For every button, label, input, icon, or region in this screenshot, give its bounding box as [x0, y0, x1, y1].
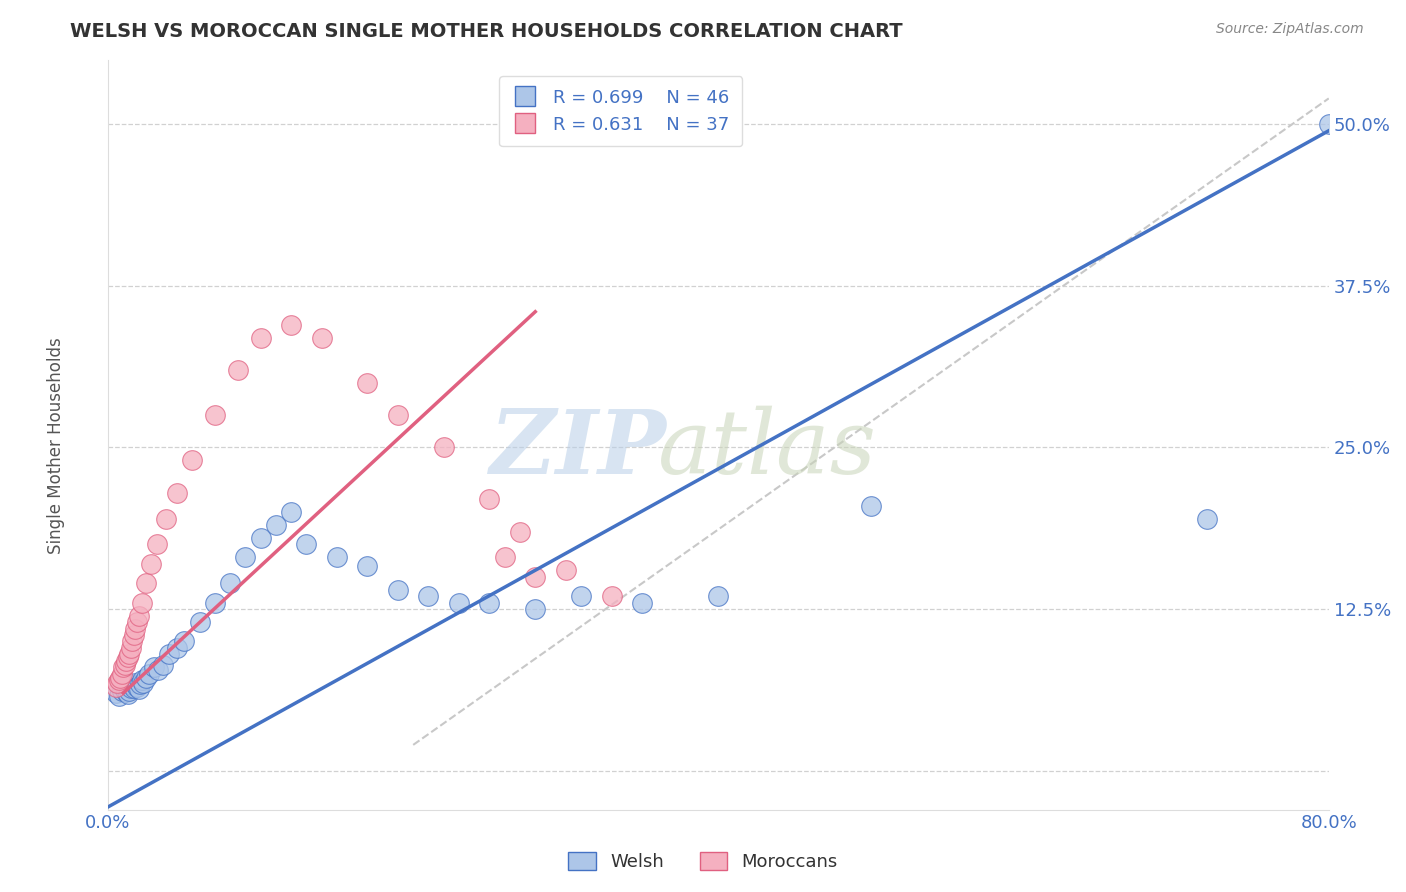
Point — [326, 550, 349, 565]
Point — [114, 682, 136, 697]
Point — [233, 550, 256, 565]
Point — [356, 376, 378, 390]
Point — [152, 657, 174, 672]
Point — [157, 648, 180, 662]
Point — [121, 678, 143, 692]
Point — [280, 505, 302, 519]
Point — [121, 634, 143, 648]
Point — [120, 640, 142, 655]
Point — [120, 681, 142, 695]
Point — [125, 615, 148, 629]
Point — [249, 330, 271, 344]
Point — [125, 680, 148, 694]
Point — [1195, 511, 1218, 525]
Point — [204, 596, 226, 610]
Point — [387, 408, 409, 422]
Point — [1317, 117, 1340, 131]
Point — [478, 492, 501, 507]
Point — [509, 524, 531, 539]
Point — [139, 557, 162, 571]
Point — [188, 615, 211, 629]
Point — [173, 634, 195, 648]
Point — [180, 453, 202, 467]
Point — [138, 666, 160, 681]
Point — [204, 408, 226, 422]
Point — [124, 622, 146, 636]
Point — [494, 550, 516, 565]
Point — [155, 511, 177, 525]
Point — [146, 537, 169, 551]
Point — [859, 499, 882, 513]
Point — [166, 640, 188, 655]
Point — [131, 596, 153, 610]
Point — [524, 602, 547, 616]
Point — [112, 660, 135, 674]
Point — [418, 589, 440, 603]
Point — [107, 689, 129, 703]
Point — [295, 537, 318, 551]
Point — [433, 441, 456, 455]
Point — [112, 680, 135, 694]
Point — [114, 657, 136, 672]
Point — [131, 673, 153, 688]
Point — [108, 671, 131, 685]
Point — [117, 688, 139, 702]
Point — [600, 589, 623, 603]
Point — [122, 681, 145, 695]
Point — [554, 563, 576, 577]
Point — [219, 576, 242, 591]
Text: ZIP: ZIP — [489, 407, 666, 492]
Point — [356, 559, 378, 574]
Point — [111, 683, 134, 698]
Point — [128, 608, 150, 623]
Point — [524, 570, 547, 584]
Point — [115, 685, 138, 699]
Point — [124, 675, 146, 690]
Point — [118, 683, 141, 698]
Point — [117, 650, 139, 665]
Point — [104, 680, 127, 694]
Legend: R = 0.699    N = 46, R = 0.631    N = 37: R = 0.699 N = 46, R = 0.631 N = 37 — [499, 76, 742, 146]
Point — [148, 663, 170, 677]
Point — [226, 363, 249, 377]
Point — [280, 318, 302, 332]
Point — [111, 666, 134, 681]
Text: Source: ZipAtlas.com: Source: ZipAtlas.com — [1216, 22, 1364, 37]
Point — [264, 518, 287, 533]
Point — [132, 675, 155, 690]
Point — [478, 596, 501, 610]
Point — [104, 686, 127, 700]
Point — [135, 671, 157, 685]
Point — [118, 648, 141, 662]
Point — [631, 596, 654, 610]
Legend: Welsh, Moroccans: Welsh, Moroccans — [561, 845, 845, 879]
Point — [128, 682, 150, 697]
Point — [569, 589, 592, 603]
Point — [115, 654, 138, 668]
Point — [387, 582, 409, 597]
Point — [105, 675, 128, 690]
Point — [249, 531, 271, 545]
Point — [129, 677, 152, 691]
Text: Single Mother Households: Single Mother Households — [48, 338, 65, 554]
Point — [107, 673, 129, 688]
Text: atlas: atlas — [658, 406, 877, 493]
Point — [142, 660, 165, 674]
Point — [166, 485, 188, 500]
Point — [447, 596, 470, 610]
Text: WELSH VS MOROCCAN SINGLE MOTHER HOUSEHOLDS CORRELATION CHART: WELSH VS MOROCCAN SINGLE MOTHER HOUSEHOL… — [70, 22, 903, 41]
Point — [135, 576, 157, 591]
Point — [311, 330, 333, 344]
Point — [707, 589, 730, 603]
Point — [122, 628, 145, 642]
